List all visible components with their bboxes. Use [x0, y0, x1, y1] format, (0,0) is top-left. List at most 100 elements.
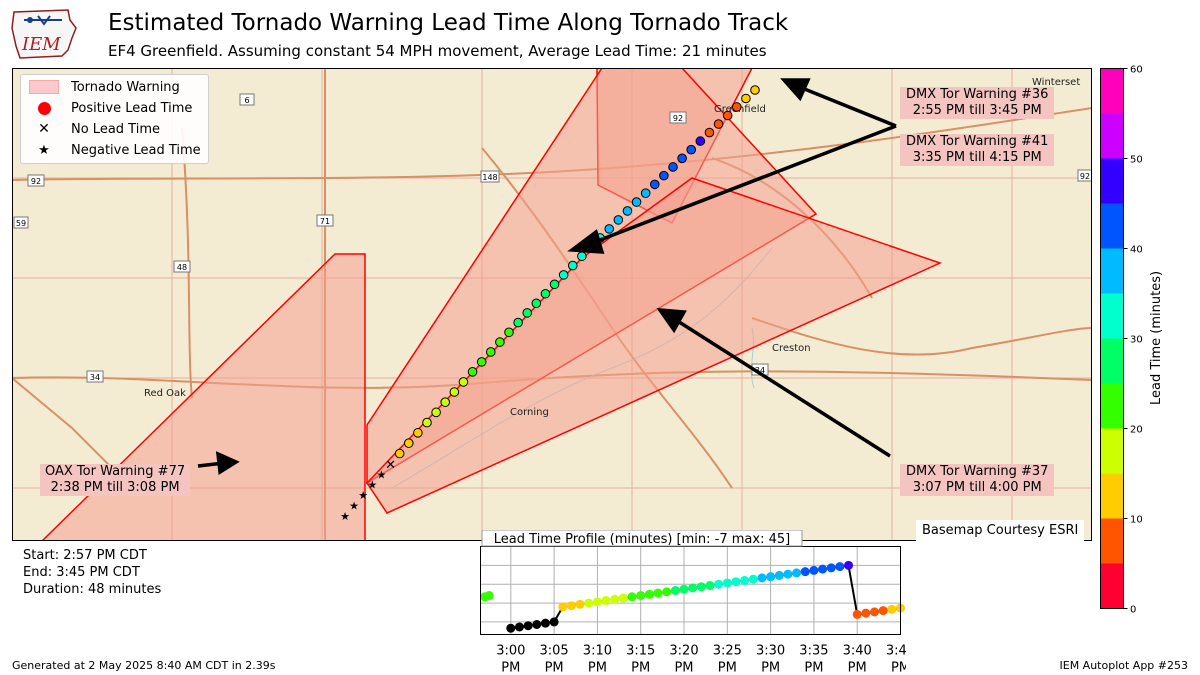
map-legend: Tornado Warning Positive Lead Time ✕ No … [20, 74, 209, 164]
profile-xtick-label: PM [674, 661, 693, 675]
highway-6: 6 [244, 96, 249, 105]
annotation-77-line2: 2:38 PM till 3:08 PM [50, 480, 180, 495]
profile-point [844, 560, 854, 570]
basemap-credit: Basemap Courtesy ESRI [916, 520, 1085, 541]
track-point [604, 224, 615, 234]
track-point [540, 288, 551, 299]
profile-point [506, 623, 516, 633]
profile-point [653, 588, 663, 598]
colorbar-bin [1100, 113, 1124, 159]
legend-item-none: ✕ No Lead Time [29, 119, 160, 139]
legend-label-warning: Tornado Warning [71, 79, 180, 95]
highway-92-edge: 92 [1080, 172, 1090, 181]
track-star: ★ [358, 489, 368, 502]
svg-text:IEM: IEM [21, 34, 61, 55]
colorbar-bin [1100, 563, 1124, 609]
annotation-36-line1: DMX Tor Warning #36 [906, 87, 1049, 102]
profile-point [783, 569, 793, 579]
annotation-41-line2: 3:35 PM till 4:15 PM [912, 150, 1042, 165]
track-point [495, 337, 505, 347]
colorbar-tick-label: 0 [1130, 605, 1136, 615]
profile-point [540, 618, 550, 628]
colorbar-bin [1100, 293, 1124, 339]
track-point [413, 428, 423, 438]
profile-point [731, 577, 741, 587]
track-point [613, 215, 624, 225]
highway-92-east: 92 [673, 114, 683, 123]
town-winterset: Winterset [1032, 77, 1080, 88]
profile-point [748, 574, 758, 584]
track-point [567, 260, 578, 271]
iem-logo: IEM [10, 6, 80, 62]
highway-34-east: 34 [755, 366, 765, 375]
profile-title-box [481, 530, 803, 547]
profile-point [592, 597, 602, 607]
track-point [731, 102, 742, 112]
colorbar-bin [1100, 428, 1124, 474]
profile-point [809, 565, 819, 575]
colorbar-label: Lead Time (minutes) [1149, 271, 1164, 405]
legend-item-positive: Positive Lead Time [29, 98, 192, 118]
colorbar-bin [1100, 338, 1124, 384]
footer-app: IEM Autoplot App #253 [1059, 659, 1189, 672]
track-star: ★ [377, 468, 387, 481]
profile-xtick-label: PM [761, 661, 780, 675]
x-mark-icon: ✕ [38, 121, 50, 137]
annotation-41-line1: DMX Tor Warning #41 [906, 134, 1049, 149]
profile-point [714, 579, 724, 589]
profile-x-ticks: 3:00 PM 3:05 PM 3:10 PM 3:15 PM 3:20 PM 3:25 PM 3:30… [496, 644, 906, 675]
profile-xtick-label: PM [631, 661, 650, 675]
highway-71: 71 [320, 217, 330, 226]
track-point [422, 417, 432, 428]
profile-xtick-label: PM [545, 661, 564, 675]
legend-label-negative: Negative Lead Time [71, 142, 201, 158]
colorbar-bin [1100, 158, 1124, 204]
arrow-warning-36 [801, 86, 897, 128]
profile-point [878, 606, 888, 616]
annotation-warning-41: DMX Tor Warning #41 3:35 PM till 4:15 PM [900, 134, 1055, 166]
town-corning: Corning [510, 407, 549, 418]
profile-point [722, 578, 732, 588]
annotation-warning-77: OAX Tor Warning #77 2:38 PM till 3:08 PM [40, 464, 191, 496]
profile-xtick-label: 3:25 [713, 644, 742, 659]
profile-xtick-label: PM [804, 661, 823, 675]
lead-time-profile-chart: 015304560 3:00PM3:05PM3:10PM3:15PM3:20PM… [480, 530, 906, 675]
highway-59: 59 [16, 219, 26, 228]
track-point [431, 407, 441, 418]
profile-xtick-label: PM [891, 661, 906, 675]
annotation-77-line1: OAX Tor Warning #77 [45, 464, 186, 479]
track-point [704, 127, 715, 138]
profile-point [800, 567, 810, 577]
arrow-warning-41 [591, 124, 897, 245]
profile-xtick-label: PM [501, 661, 520, 675]
highway-34-west: 34 [90, 373, 100, 382]
profile-point [514, 622, 524, 632]
profile-point [705, 580, 715, 590]
arrow-warning-37 [675, 318, 891, 458]
chart-subtitle: EF4 Greenfield. Assuming constant 54 MPH… [108, 42, 767, 60]
profile-point [826, 563, 836, 573]
colorbar-tick-label: 60 [1130, 65, 1143, 76]
annotation-36-line2: 2:55 PM till 3:45 PM [912, 103, 1042, 118]
star-icon: ★ [38, 142, 50, 158]
arrow-head-37 [656, 307, 687, 334]
track-point [741, 93, 751, 104]
profile-point [566, 601, 576, 611]
profile-grid [480, 546, 901, 635]
track-star: ★ [349, 500, 359, 513]
colorbar-tick-label: 20 [1130, 425, 1143, 436]
profile-xtick-label: PM [588, 661, 607, 675]
profile-point [584, 598, 594, 608]
colorbar-bin [1100, 203, 1124, 249]
colorbar-bin [1100, 248, 1124, 294]
profile-xtick-label: PM [848, 661, 867, 675]
track-point [640, 188, 651, 198]
track-point [649, 179, 660, 190]
track-point [668, 162, 678, 172]
profile-title: Lead Time Profile (minutes) [min: -7 max… [494, 532, 790, 547]
profile-point [766, 572, 776, 582]
profile-point [861, 608, 871, 618]
colorbar-bin [1100, 68, 1124, 114]
legend-label-none: No Lead Time [71, 121, 160, 137]
track-point [504, 327, 514, 338]
